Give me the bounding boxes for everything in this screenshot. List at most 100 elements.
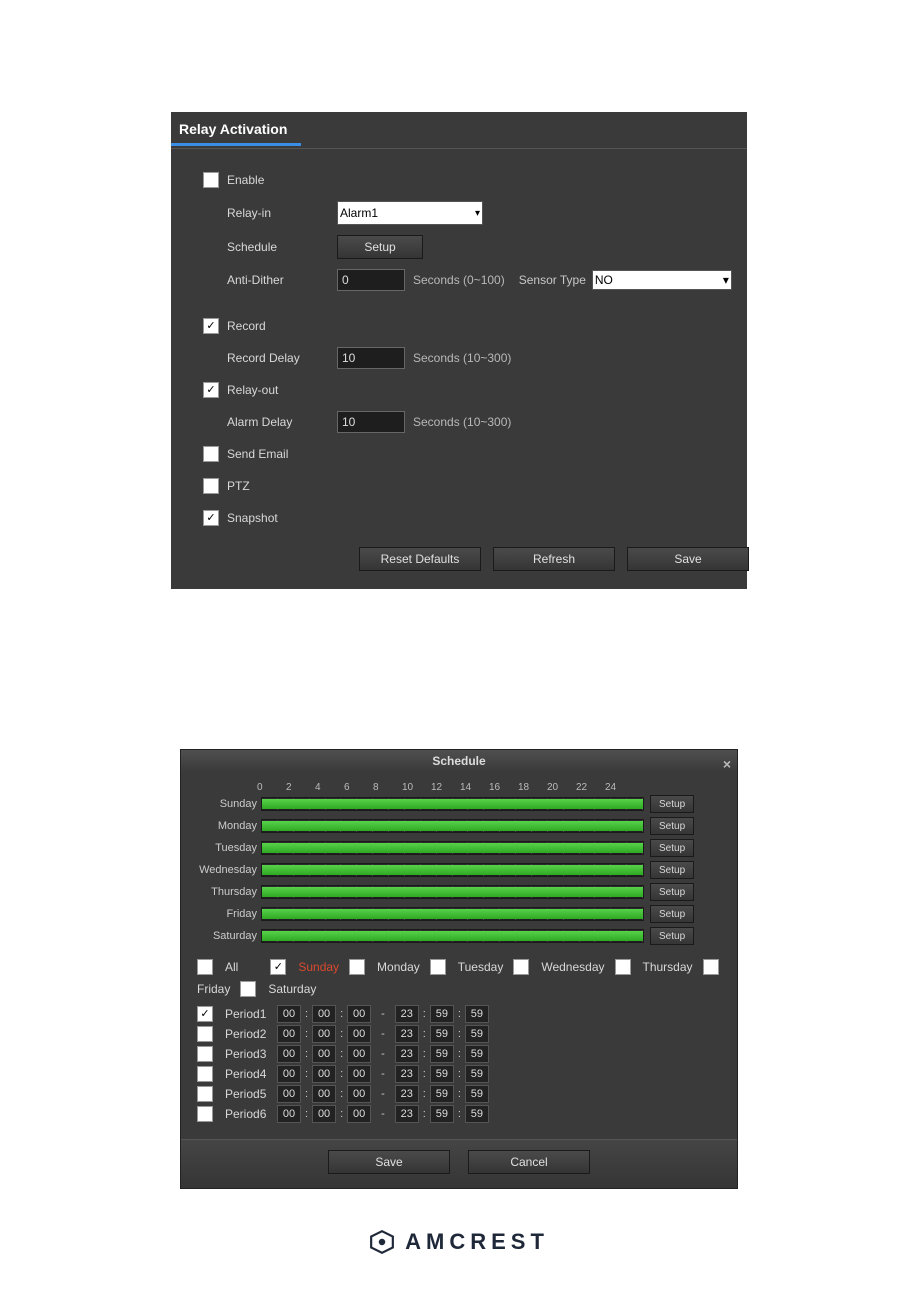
tab-relay-activation[interactable]: Relay Activation <box>171 112 301 146</box>
time-field[interactable] <box>347 1085 371 1103</box>
day-setup-button[interactable]: Setup <box>650 795 694 813</box>
time-field[interactable] <box>465 1065 489 1083</box>
enable-checkbox[interactable] <box>203 172 219 188</box>
enable-label: Enable <box>227 173 264 187</box>
time-field[interactable] <box>430 1065 454 1083</box>
reset-defaults-button[interactable]: Reset Defaults <box>359 547 481 571</box>
sunday-checkbox[interactable]: ✓ <box>270 959 286 975</box>
schedule-fill <box>262 909 643 919</box>
schedule-bar[interactable] <box>261 819 644 833</box>
day-setup-button[interactable]: Setup <box>650 861 694 879</box>
time-field[interactable] <box>430 1005 454 1023</box>
time-field[interactable] <box>347 1005 371 1023</box>
time-field[interactable] <box>312 1045 336 1063</box>
hour-tick: 12 <box>431 782 460 793</box>
period-checkbox[interactable] <box>197 1066 213 1082</box>
monday-checkbox[interactable] <box>349 959 365 975</box>
time-field[interactable] <box>277 1105 301 1123</box>
send-email-checkbox[interactable] <box>203 446 219 462</box>
thursday-checkbox[interactable] <box>615 959 631 975</box>
time-field[interactable] <box>312 1105 336 1123</box>
day-row: SaturdaySetup <box>191 927 727 945</box>
period-checkbox[interactable] <box>197 1026 213 1042</box>
time-field[interactable] <box>395 1065 419 1083</box>
record-checkbox[interactable]: ✓ <box>203 318 219 334</box>
refresh-button[interactable]: Refresh <box>493 547 615 571</box>
time-field[interactable] <box>395 1105 419 1123</box>
schedule-bar[interactable] <box>261 797 644 811</box>
time-field[interactable] <box>395 1085 419 1103</box>
wednesday-checkbox[interactable] <box>513 959 529 975</box>
time-field[interactable] <box>312 1085 336 1103</box>
day-setup-button[interactable]: Setup <box>650 927 694 945</box>
time-field[interactable] <box>465 1005 489 1023</box>
hours-axis: 024681012141618202224 <box>257 782 727 793</box>
schedule-label: Schedule <box>227 240 337 254</box>
time-field[interactable] <box>465 1085 489 1103</box>
time-field[interactable] <box>312 1005 336 1023</box>
time-field[interactable] <box>277 1025 301 1043</box>
ptz-checkbox[interactable] <box>203 478 219 494</box>
time-field[interactable] <box>395 1005 419 1023</box>
time-field[interactable] <box>277 1005 301 1023</box>
all-checkbox[interactable] <box>197 959 213 975</box>
time-field[interactable] <box>277 1085 301 1103</box>
snapshot-checkbox[interactable]: ✓ <box>203 510 219 526</box>
day-setup-button[interactable]: Setup <box>650 883 694 901</box>
time-field[interactable] <box>395 1045 419 1063</box>
chevron-down-icon: ▾ <box>723 273 729 287</box>
saturday-checkbox[interactable] <box>240 981 256 997</box>
time-field[interactable] <box>347 1065 371 1083</box>
hour-tick: 2 <box>286 782 315 793</box>
friday-checkbox[interactable] <box>703 959 719 975</box>
time-field[interactable] <box>347 1105 371 1123</box>
schedule-bar[interactable] <box>261 929 644 943</box>
time-field[interactable] <box>430 1085 454 1103</box>
day-setup-button[interactable]: Setup <box>650 905 694 923</box>
time-field[interactable] <box>277 1045 301 1063</box>
time-field[interactable] <box>465 1025 489 1043</box>
time-field[interactable] <box>277 1065 301 1083</box>
day-setup-button[interactable]: Setup <box>650 817 694 835</box>
day-label: Thursday <box>191 886 261 898</box>
schedule-bar[interactable] <box>261 885 644 899</box>
schedule-bar[interactable] <box>261 863 644 877</box>
sensor-type-select[interactable]: NO ▾ <box>592 270 732 290</box>
time-field[interactable] <box>312 1065 336 1083</box>
setup-button[interactable]: Setup <box>337 235 423 259</box>
anti-dither-input[interactable] <box>337 269 405 291</box>
time-field[interactable] <box>430 1025 454 1043</box>
schedule-save-button[interactable]: Save <box>328 1150 450 1174</box>
snapshot-label: Snapshot <box>227 511 278 525</box>
time-field[interactable] <box>347 1025 371 1043</box>
relay-in-select[interactable]: Alarm1 ▾ <box>337 201 483 225</box>
alarm-delay-input[interactable] <box>337 411 405 433</box>
alarm-delay-label: Alarm Delay <box>227 415 337 429</box>
hour-tick: 20 <box>547 782 576 793</box>
time-field[interactable] <box>312 1025 336 1043</box>
period-checkbox[interactable] <box>197 1086 213 1102</box>
period-row: Period3::-:: <box>197 1045 727 1063</box>
period-checkbox[interactable] <box>197 1046 213 1062</box>
time-field[interactable] <box>430 1105 454 1123</box>
relay-out-checkbox[interactable]: ✓ <box>203 382 219 398</box>
schedule-bar[interactable] <box>261 907 644 921</box>
hour-tick: 14 <box>460 782 489 793</box>
time-field[interactable] <box>430 1045 454 1063</box>
time-field[interactable] <box>347 1045 371 1063</box>
tuesday-checkbox[interactable] <box>430 959 446 975</box>
schedule-cancel-button[interactable]: Cancel <box>468 1150 590 1174</box>
friday-label: Friday <box>197 982 230 996</box>
record-delay-input[interactable] <box>337 347 405 369</box>
time-field[interactable] <box>465 1105 489 1123</box>
time-field[interactable] <box>395 1025 419 1043</box>
time-field[interactable] <box>465 1045 489 1063</box>
save-button[interactable]: Save <box>627 547 749 571</box>
period-checkbox[interactable] <box>197 1106 213 1122</box>
day-row: WednesdaySetup <box>191 861 727 879</box>
schedule-bar[interactable] <box>261 841 644 855</box>
close-icon[interactable]: × <box>723 753 731 775</box>
period-row: Period5::-:: <box>197 1085 727 1103</box>
day-setup-button[interactable]: Setup <box>650 839 694 857</box>
period-checkbox[interactable]: ✓ <box>197 1006 213 1022</box>
